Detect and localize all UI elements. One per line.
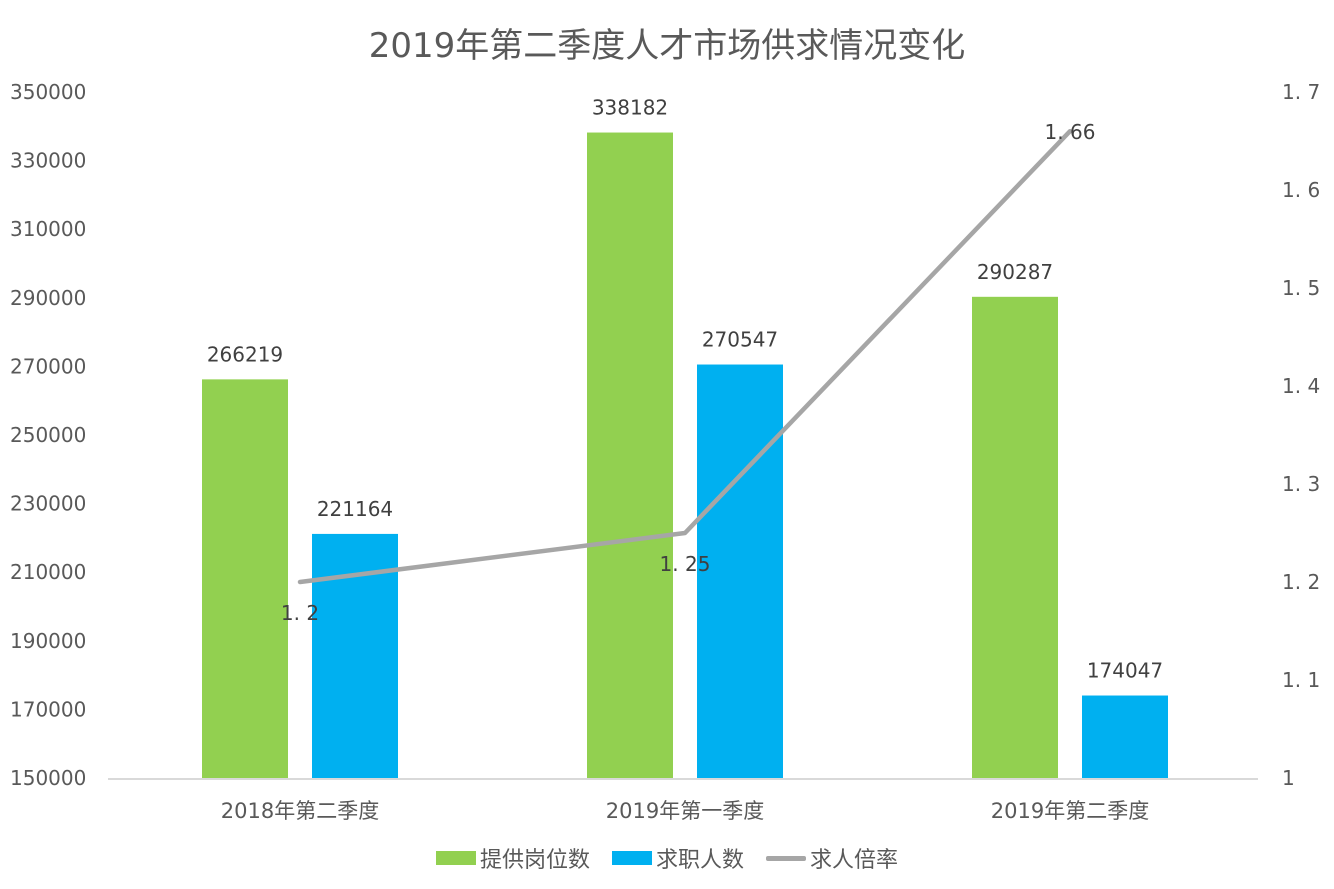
bar-data-label: 338182 (592, 96, 668, 120)
bar-jobs-offered (972, 296, 1058, 778)
right-tick-label: 1. 6 (1282, 178, 1320, 202)
right-tick-label: 1. 7 (1282, 80, 1320, 104)
legend-swatch-blue (611, 851, 652, 865)
ratio-line (297, 128, 1073, 585)
bar-jobs-offered (587, 132, 673, 778)
right-tick-label: 1 (1282, 766, 1295, 790)
line-data-label: 1. 66 (1045, 120, 1096, 144)
data-labels: 266219 338182 290287 221164 270547 174047 1. 2… (207, 96, 1163, 683)
legend-item-job-seekers[interactable]: 求职人数 (611, 842, 744, 874)
right-tick-label: 1. 1 (1282, 668, 1320, 692)
left-tick-label: 210000 (10, 560, 86, 584)
category-label: 2019年第二季度 (991, 799, 1149, 823)
category-labels: 2018年第二季度 2019年第一季度 2019年第二季度 (221, 799, 1149, 823)
left-tick-label: 350000 (10, 80, 86, 104)
left-tick-label: 290000 (10, 286, 86, 310)
left-tick-label: 150000 (10, 766, 86, 790)
category-label: 2019年第一季度 (606, 799, 764, 823)
left-tick-label: 170000 (10, 697, 86, 721)
legend-label: 求职人数 (655, 848, 744, 873)
category-label: 2018年第二季度 (221, 799, 379, 823)
right-tick-label: 1. 5 (1282, 276, 1320, 300)
legend-label: 求人倍率 (810, 848, 899, 873)
right-axis-ticks: 1 1. 1 1. 2 1. 3 1. 4 1. 5 1. 6 1. 7 (1282, 80, 1320, 790)
bar-data-label: 221164 (317, 497, 393, 521)
legend-item-jobs-offered[interactable]: 提供岗位数 (435, 842, 590, 874)
left-tick-label: 270000 (10, 354, 86, 378)
bar-job-seekers (697, 364, 783, 778)
legend-swatch-gray-line (766, 855, 806, 861)
bar-data-label: 174047 (1087, 659, 1163, 683)
bar-data-label: 290287 (977, 260, 1053, 284)
bars-layer (202, 132, 1168, 778)
left-tick-label: 230000 (10, 492, 86, 516)
bar-job-seekers (1082, 695, 1168, 778)
line-layer (297, 128, 1073, 585)
chart-title: 2019年第二季度人才市场供求情况变化 (368, 26, 966, 66)
bar-data-label: 266219 (207, 342, 283, 366)
left-axis-ticks: 150000 170000 190000 210000 230000 250000 2700… (10, 80, 86, 790)
left-tick-label: 330000 (10, 149, 86, 173)
line-data-label: 1. 2 (281, 601, 319, 625)
left-tick-label: 190000 (10, 629, 86, 653)
legend: 提供岗位数 求职人数 求人倍率 (0, 842, 1334, 874)
right-tick-label: 1. 2 (1282, 570, 1320, 594)
bar-jobs-offered (202, 379, 288, 778)
left-tick-label: 250000 (10, 423, 86, 447)
line-data-label: 1. 25 (660, 552, 711, 576)
legend-item-ratio[interactable]: 求人倍率 (766, 842, 898, 874)
legend-swatch-green (435, 851, 476, 865)
bar-data-label: 270547 (702, 328, 778, 352)
left-tick-label: 310000 (10, 217, 86, 241)
legend-label: 提供岗位数 (479, 848, 590, 873)
right-tick-label: 1. 3 (1282, 472, 1320, 496)
right-tick-label: 1. 4 (1282, 374, 1320, 398)
